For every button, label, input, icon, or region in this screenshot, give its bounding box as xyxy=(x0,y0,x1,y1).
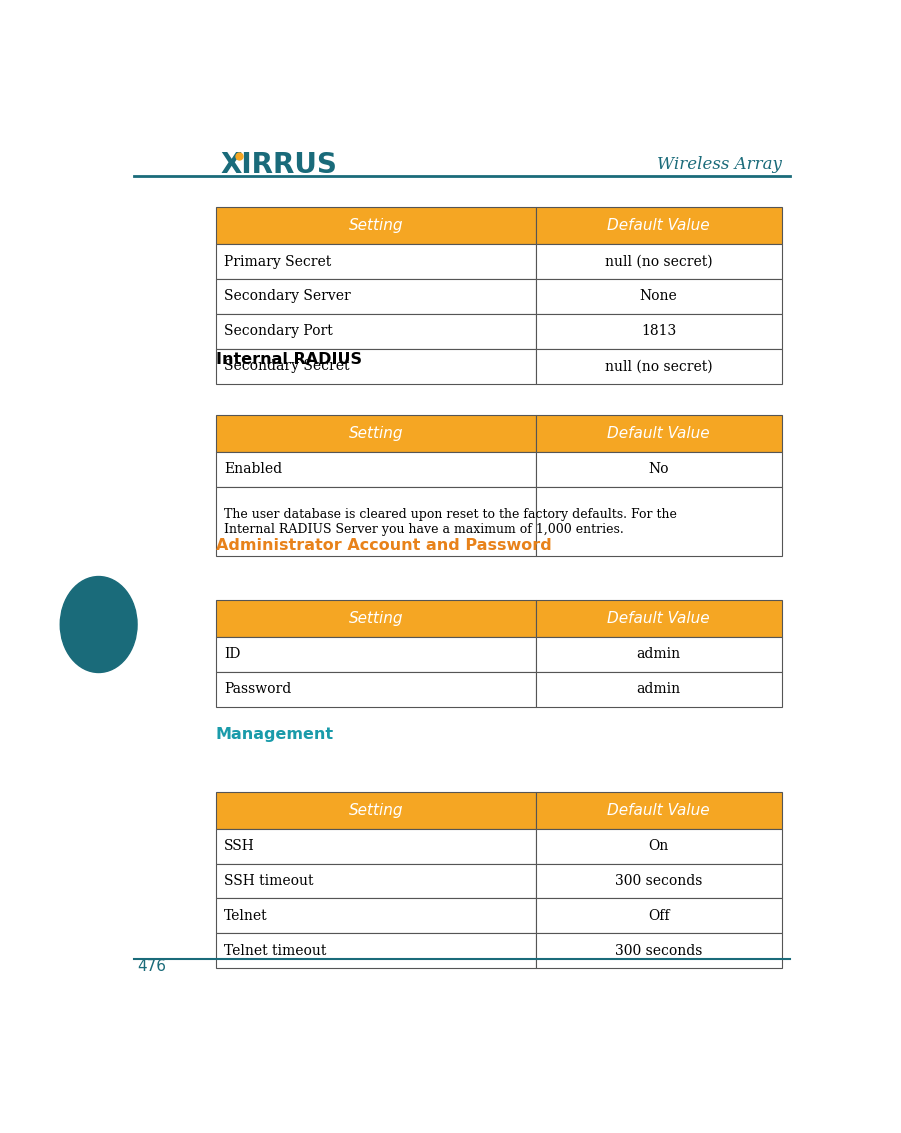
Bar xyxy=(535,487,781,556)
Text: admin: admin xyxy=(636,682,680,696)
Text: On: On xyxy=(649,840,669,853)
Text: XIRRUS: XIRRUS xyxy=(221,151,338,179)
Bar xyxy=(216,637,535,672)
Bar xyxy=(216,792,535,828)
Bar xyxy=(216,452,535,487)
Text: SSH timeout: SSH timeout xyxy=(224,874,314,888)
Text: None: None xyxy=(640,290,678,304)
Text: Secondary Port: Secondary Port xyxy=(224,324,333,339)
Text: Default Value: Default Value xyxy=(607,611,710,625)
Text: Secondary Server: Secondary Server xyxy=(224,290,351,304)
Bar xyxy=(535,898,781,934)
Text: Setting: Setting xyxy=(349,426,403,441)
Text: Telnet: Telnet xyxy=(224,909,268,923)
Text: null (no secret): null (no secret) xyxy=(605,359,713,373)
Bar xyxy=(535,244,781,279)
Bar xyxy=(216,349,535,384)
Text: Internal RADIUS: Internal RADIUS xyxy=(216,352,362,367)
Text: Default Value: Default Value xyxy=(607,426,710,441)
Bar xyxy=(216,828,535,863)
Text: Default Value: Default Value xyxy=(607,803,710,818)
Circle shape xyxy=(60,577,137,673)
Text: Wireless Array: Wireless Array xyxy=(657,156,781,173)
Text: 300 seconds: 300 seconds xyxy=(614,944,702,957)
Bar xyxy=(535,452,781,487)
Bar xyxy=(216,487,535,556)
Text: null (no secret): null (no secret) xyxy=(605,255,713,269)
Bar xyxy=(535,792,781,828)
Text: Primary Secret: Primary Secret xyxy=(224,255,332,269)
Bar xyxy=(535,863,781,898)
Text: Password: Password xyxy=(224,682,292,696)
Bar xyxy=(216,672,535,707)
Text: Secondary Secret: Secondary Secret xyxy=(224,359,350,373)
Text: Setting: Setting xyxy=(349,219,403,233)
Text: Setting: Setting xyxy=(349,611,403,625)
Bar xyxy=(535,349,781,384)
Bar xyxy=(535,415,781,452)
Bar xyxy=(216,415,535,452)
Bar xyxy=(535,828,781,863)
Text: Off: Off xyxy=(648,909,669,923)
Text: Administrator Account and Password: Administrator Account and Password xyxy=(216,538,551,554)
Bar xyxy=(535,637,781,672)
Bar xyxy=(216,314,535,349)
Text: SSH: SSH xyxy=(224,840,255,853)
Bar xyxy=(216,600,535,637)
Text: Management: Management xyxy=(216,727,334,742)
Text: Telnet timeout: Telnet timeout xyxy=(224,944,327,957)
Text: The user database is cleared upon reset to the factory defaults. For the
Interna: The user database is cleared upon reset … xyxy=(224,508,678,536)
Bar xyxy=(535,207,781,244)
Bar xyxy=(535,279,781,314)
Bar xyxy=(216,863,535,898)
Bar xyxy=(535,934,781,969)
Bar xyxy=(216,244,535,279)
Text: Enabled: Enabled xyxy=(224,462,283,476)
Text: No: No xyxy=(649,462,669,476)
Text: Default Value: Default Value xyxy=(607,219,710,233)
Bar xyxy=(216,279,535,314)
Text: 1813: 1813 xyxy=(641,324,676,339)
Bar xyxy=(216,934,535,969)
Bar xyxy=(535,314,781,349)
Bar xyxy=(535,600,781,637)
Text: 300 seconds: 300 seconds xyxy=(614,874,702,888)
Text: ID: ID xyxy=(224,647,241,662)
Text: 476: 476 xyxy=(137,959,166,974)
Bar xyxy=(216,898,535,934)
Text: Setting: Setting xyxy=(349,803,403,818)
Bar xyxy=(535,672,781,707)
Text: admin: admin xyxy=(636,647,680,662)
Bar xyxy=(216,207,535,244)
